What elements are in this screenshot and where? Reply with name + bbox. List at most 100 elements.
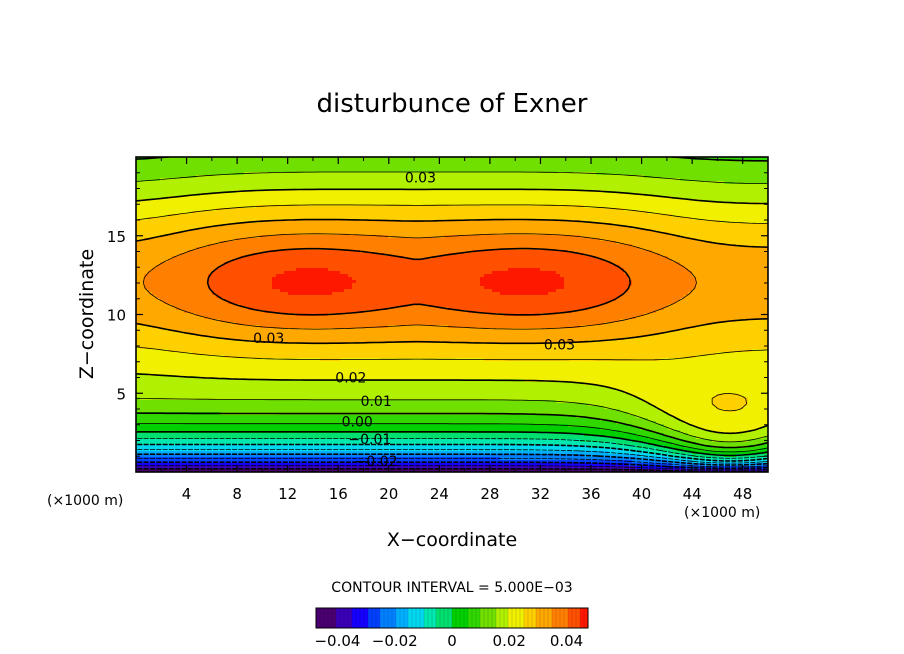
contour-cell [140,226,145,230]
contour-cell [220,220,225,224]
contour-cell [204,208,209,212]
contour-cell [756,211,761,215]
contour-cell [712,214,717,218]
contour-cell [580,196,585,200]
contour-cell [144,193,149,197]
contour-cell [364,238,369,242]
contour-cell [672,169,677,173]
contour-cell [340,178,345,182]
contour-cell [392,229,397,233]
contour-cell [200,178,205,182]
contour-cell [424,163,429,167]
contour-cell [348,166,353,170]
contour-cell [176,175,181,179]
contour-cell [152,232,157,236]
contour-cell [392,220,397,224]
contour-cell [264,166,269,170]
contour-cell [236,241,241,245]
contour-cell [572,223,577,227]
contour-cell [764,169,768,173]
contour-cell [312,178,317,182]
contour-cell [696,235,701,239]
contour-cell [252,196,257,200]
contour-cell [316,184,321,188]
contour-cell [576,184,581,188]
contour-cell [676,202,681,206]
contour-cell [496,202,501,206]
contour-cell [316,199,321,203]
contour-cell [744,235,749,239]
contour-cell [500,184,505,188]
contour-cell [164,166,169,170]
contour-cell [216,244,221,248]
contour-cell [340,181,345,185]
contour-cell [216,178,221,182]
contour-cell [612,226,617,230]
contour-cell [452,196,457,200]
contour-cell [288,175,293,179]
contour-cell [644,220,649,224]
contour-cell [316,208,321,212]
contour-cell [568,220,573,224]
contour-cell [172,193,177,197]
contour-cell [552,241,557,245]
contour-cell [756,187,761,191]
contour-cell [324,226,329,230]
contour-cell [316,244,321,248]
contour-cell [604,226,609,230]
contour-cell [544,193,549,197]
contour-cell [504,166,509,170]
contour-cell [680,175,685,179]
contour-cell [288,169,293,173]
contour-cell [748,229,753,233]
contour-cell [444,250,449,254]
contour-cell [740,166,745,170]
contour-cell [340,184,345,188]
contour-cell [328,205,333,209]
contour-cell [360,157,365,161]
contour-cell [220,187,225,191]
contour-cell [472,184,477,188]
contour-cell [180,229,185,233]
contour-cell [564,199,569,203]
contour-cell [276,208,281,212]
contour-cell [544,169,549,173]
contour-cell [376,226,381,230]
contour-cell [636,208,641,212]
contour-cell [180,196,185,200]
contour-cell [348,250,353,254]
contour-cell [556,211,561,215]
contour-cell [636,232,641,236]
contour-cell [504,250,509,254]
contour-cell [500,211,505,215]
contour-cell [400,217,405,221]
contour-cell [244,247,249,251]
contour-cell [316,160,321,164]
contour-cell [224,187,229,191]
contour-cell [188,250,193,254]
contour-cell [676,220,681,224]
contour-cell [336,250,341,254]
contour-cell [188,226,193,230]
contour-cell [572,235,577,239]
contour-cell [264,205,269,209]
contour-cell [248,184,253,188]
contour-cell [728,247,733,251]
contour-cell [664,187,669,191]
contour-cell [464,184,469,188]
contour-cell [596,196,601,200]
contour-cell [320,214,325,218]
contour-cell [284,157,289,161]
contour-cell [380,199,385,203]
contour-cell [476,217,481,221]
contour-cell [356,190,361,194]
contour-cell [352,205,357,209]
contour-cell [516,196,521,200]
contour-cell [200,181,205,185]
contour-cell [508,205,513,209]
contour-cell [720,196,725,200]
contour-cell [672,181,677,185]
contour-cell [708,187,713,191]
contour-cell [148,175,153,179]
contour-cell [568,157,573,161]
